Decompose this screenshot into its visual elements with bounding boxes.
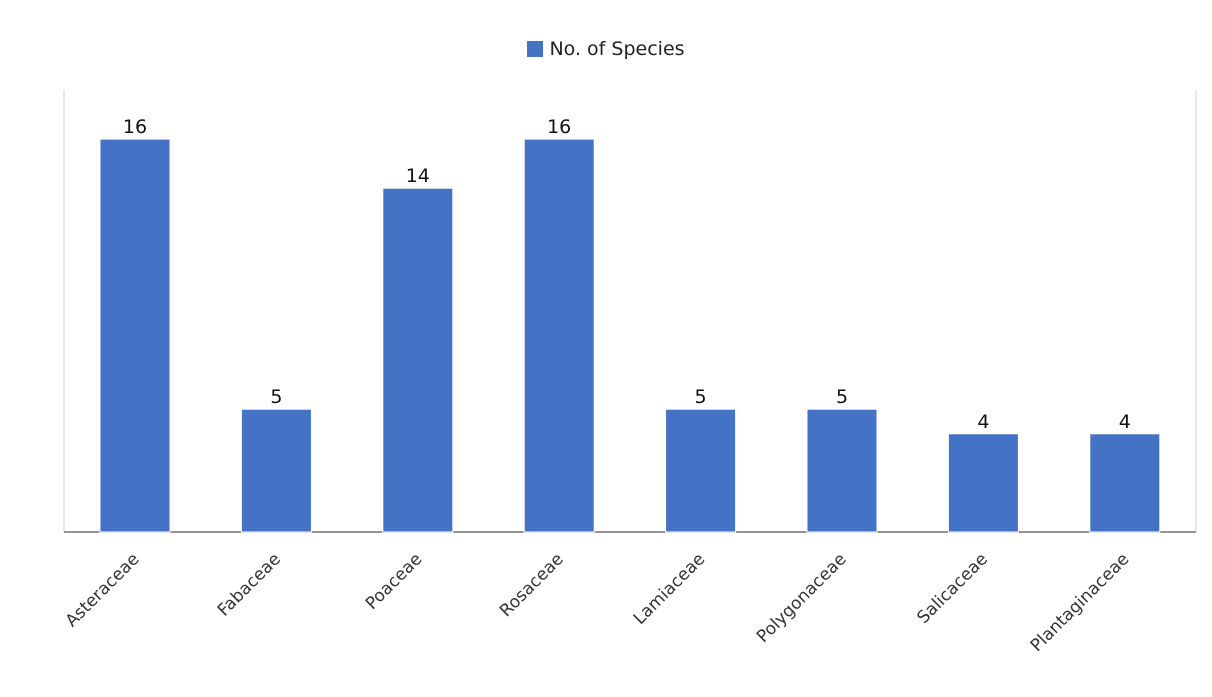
x-tick-label-fabaceae: Fabaceae [214,549,285,620]
data-label-salicaceae: 4 [977,411,989,433]
bar-asteraceae [99,138,171,533]
data-label-lamiaceae: 5 [695,386,707,408]
bar-rosaceae [523,138,595,533]
data-label-plantaginaceae: 4 [1119,411,1131,433]
legend-swatch [527,41,544,57]
data-label-fabaceae: 5 [270,386,282,408]
x-tick-label-polygonaceae: Polygonaceae [753,549,851,647]
data-label-asteraceae: 16 [123,116,147,138]
x-tick-label-plantaginaceae: Plantaginaceae [1027,549,1134,656]
x-tick-label-asteraceae: Asteraceae [62,549,144,631]
x-tick-label-poaceae: Poaceae [362,549,426,613]
bar-salicaceae [947,433,1019,533]
x-tick-label-rosaceae: Rosaceae [496,549,568,621]
data-label-rosaceae: 16 [547,116,571,138]
x-tick-label-lamiaceae: Lamiaceae [630,549,709,628]
data-label-poaceae: 14 [406,165,430,187]
x-tick-label-salicaceae: Salicaceae [913,549,992,628]
bar-poaceae [382,187,454,533]
data-label-polygonaceae: 5 [836,386,848,408]
x-tick-labels-group: Asteraceae Fabaceae Poaceae Rosaceae Lamiace… [62,549,1134,656]
bar-lamiaceae [665,408,737,533]
legend-label: No. of Species [549,38,685,60]
bar-plantaginaceae [1089,433,1161,533]
data-labels-group: 16 5 14 16 5 5 4 4 [123,116,1131,433]
bars-group [99,138,1161,533]
chart-legend: No. of Species [0,38,1212,60]
bar-polygonaceae [806,408,878,533]
plot-frame [63,90,1197,533]
bar-fabaceae [240,408,312,533]
